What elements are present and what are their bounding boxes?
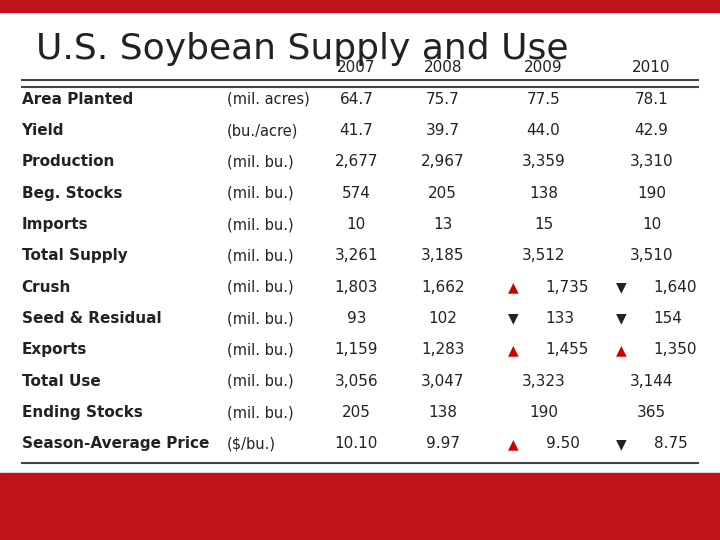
Text: Exports: Exports: [22, 342, 87, 357]
Text: 8.75: 8.75: [654, 436, 688, 451]
Text: 13: 13: [433, 217, 452, 232]
Text: 190: 190: [637, 186, 666, 201]
Text: 1,803: 1,803: [335, 280, 378, 295]
Text: 39.7: 39.7: [426, 123, 460, 138]
Text: 3,510: 3,510: [630, 248, 673, 264]
Text: Crush: Crush: [22, 280, 71, 295]
Text: 133: 133: [546, 311, 575, 326]
Text: Imports: Imports: [22, 217, 89, 232]
Text: 2009: 2009: [524, 60, 563, 75]
Text: ▼: ▼: [616, 437, 626, 451]
Text: Yield: Yield: [22, 123, 64, 138]
Text: 15: 15: [534, 217, 553, 232]
Text: 3,323: 3,323: [522, 374, 565, 389]
Text: (bu./acre): (bu./acre): [227, 123, 298, 138]
Text: Total Supply: Total Supply: [22, 248, 127, 264]
Text: Seed & Residual: Seed & Residual: [22, 311, 161, 326]
Text: 365: 365: [637, 405, 666, 420]
Text: 138: 138: [529, 186, 558, 201]
Text: 44.0: 44.0: [527, 123, 560, 138]
Text: 190: 190: [529, 405, 558, 420]
Text: (mil. bu.): (mil. bu.): [227, 217, 294, 232]
Text: (mil. bu.): (mil. bu.): [227, 248, 294, 264]
Text: (mil. bu.): (mil. bu.): [227, 311, 294, 326]
Text: 3,144: 3,144: [630, 374, 673, 389]
Text: IOWA STATE UNIVERSITY: IOWA STATE UNIVERSITY: [22, 474, 253, 491]
Text: University Extension/Department of Economics: University Extension/Department of Econo…: [22, 511, 285, 521]
Text: Total Use: Total Use: [22, 374, 100, 389]
Text: ▲: ▲: [616, 343, 626, 357]
Text: 10: 10: [347, 217, 366, 232]
Text: 10: 10: [642, 217, 661, 232]
Text: ($/bu.): ($/bu.): [227, 436, 276, 451]
Text: 2008: 2008: [423, 60, 462, 75]
Text: (mil. acres): (mil. acres): [227, 92, 310, 107]
Text: 1,455: 1,455: [546, 342, 589, 357]
Text: Season-Average Price: Season-Average Price: [22, 436, 209, 451]
Text: 1,735: 1,735: [546, 280, 589, 295]
Text: (mil. bu.): (mil. bu.): [227, 280, 294, 295]
Text: 3,512: 3,512: [522, 248, 565, 264]
Text: 3,359: 3,359: [522, 154, 565, 170]
Text: (mil. bu.): (mil. bu.): [227, 405, 294, 420]
Text: ▲: ▲: [508, 280, 518, 294]
Text: 574: 574: [342, 186, 371, 201]
Text: 205: 205: [342, 405, 371, 420]
Text: 78.1: 78.1: [635, 92, 668, 107]
Text: U.S. Soybean Supply and Use: U.S. Soybean Supply and Use: [36, 32, 569, 66]
Text: Production: Production: [22, 154, 115, 170]
Text: 3,261: 3,261: [335, 248, 378, 264]
Text: 41.7: 41.7: [340, 123, 373, 138]
Text: 75.7: 75.7: [426, 92, 459, 107]
Text: 3,056: 3,056: [335, 374, 378, 389]
Text: Source: USDA: Source: USDA: [580, 499, 698, 514]
Text: 3,310: 3,310: [630, 154, 673, 170]
Text: (mil. bu.): (mil. bu.): [227, 374, 294, 389]
Text: ▼: ▼: [508, 312, 518, 326]
Text: Area Planted: Area Planted: [22, 92, 133, 107]
Text: 1,159: 1,159: [335, 342, 378, 357]
Text: 9.97: 9.97: [426, 436, 460, 451]
Text: 2010: 2010: [632, 60, 671, 75]
Text: 2007: 2007: [337, 60, 376, 75]
Text: 9.50: 9.50: [546, 436, 580, 451]
Text: 3,185: 3,185: [421, 248, 464, 264]
Text: 93: 93: [346, 311, 366, 326]
Text: 154: 154: [654, 311, 683, 326]
Text: (mil. bu.): (mil. bu.): [227, 154, 294, 170]
Text: Beg. Stocks: Beg. Stocks: [22, 186, 122, 201]
Text: 10.10: 10.10: [335, 436, 378, 451]
Text: 1,640: 1,640: [654, 280, 697, 295]
Text: 42.9: 42.9: [634, 123, 669, 138]
Text: 2,677: 2,677: [335, 154, 378, 170]
Text: 64.7: 64.7: [339, 92, 374, 107]
Text: ▲: ▲: [508, 437, 518, 451]
Text: 77.5: 77.5: [527, 92, 560, 107]
Text: 205: 205: [428, 186, 457, 201]
Text: (mil. bu.): (mil. bu.): [227, 186, 294, 201]
Text: 1,283: 1,283: [421, 342, 464, 357]
Text: 1,350: 1,350: [654, 342, 697, 357]
Text: 138: 138: [428, 405, 457, 420]
Text: 3,047: 3,047: [421, 374, 464, 389]
Text: ▼: ▼: [616, 280, 626, 294]
Text: 102: 102: [428, 311, 457, 326]
Text: 1,662: 1,662: [421, 280, 464, 295]
Text: 2,967: 2,967: [421, 154, 464, 170]
Text: Ending Stocks: Ending Stocks: [22, 405, 143, 420]
Text: ▼: ▼: [616, 312, 626, 326]
Text: ▲: ▲: [508, 343, 518, 357]
Text: (mil. bu.): (mil. bu.): [227, 342, 294, 357]
